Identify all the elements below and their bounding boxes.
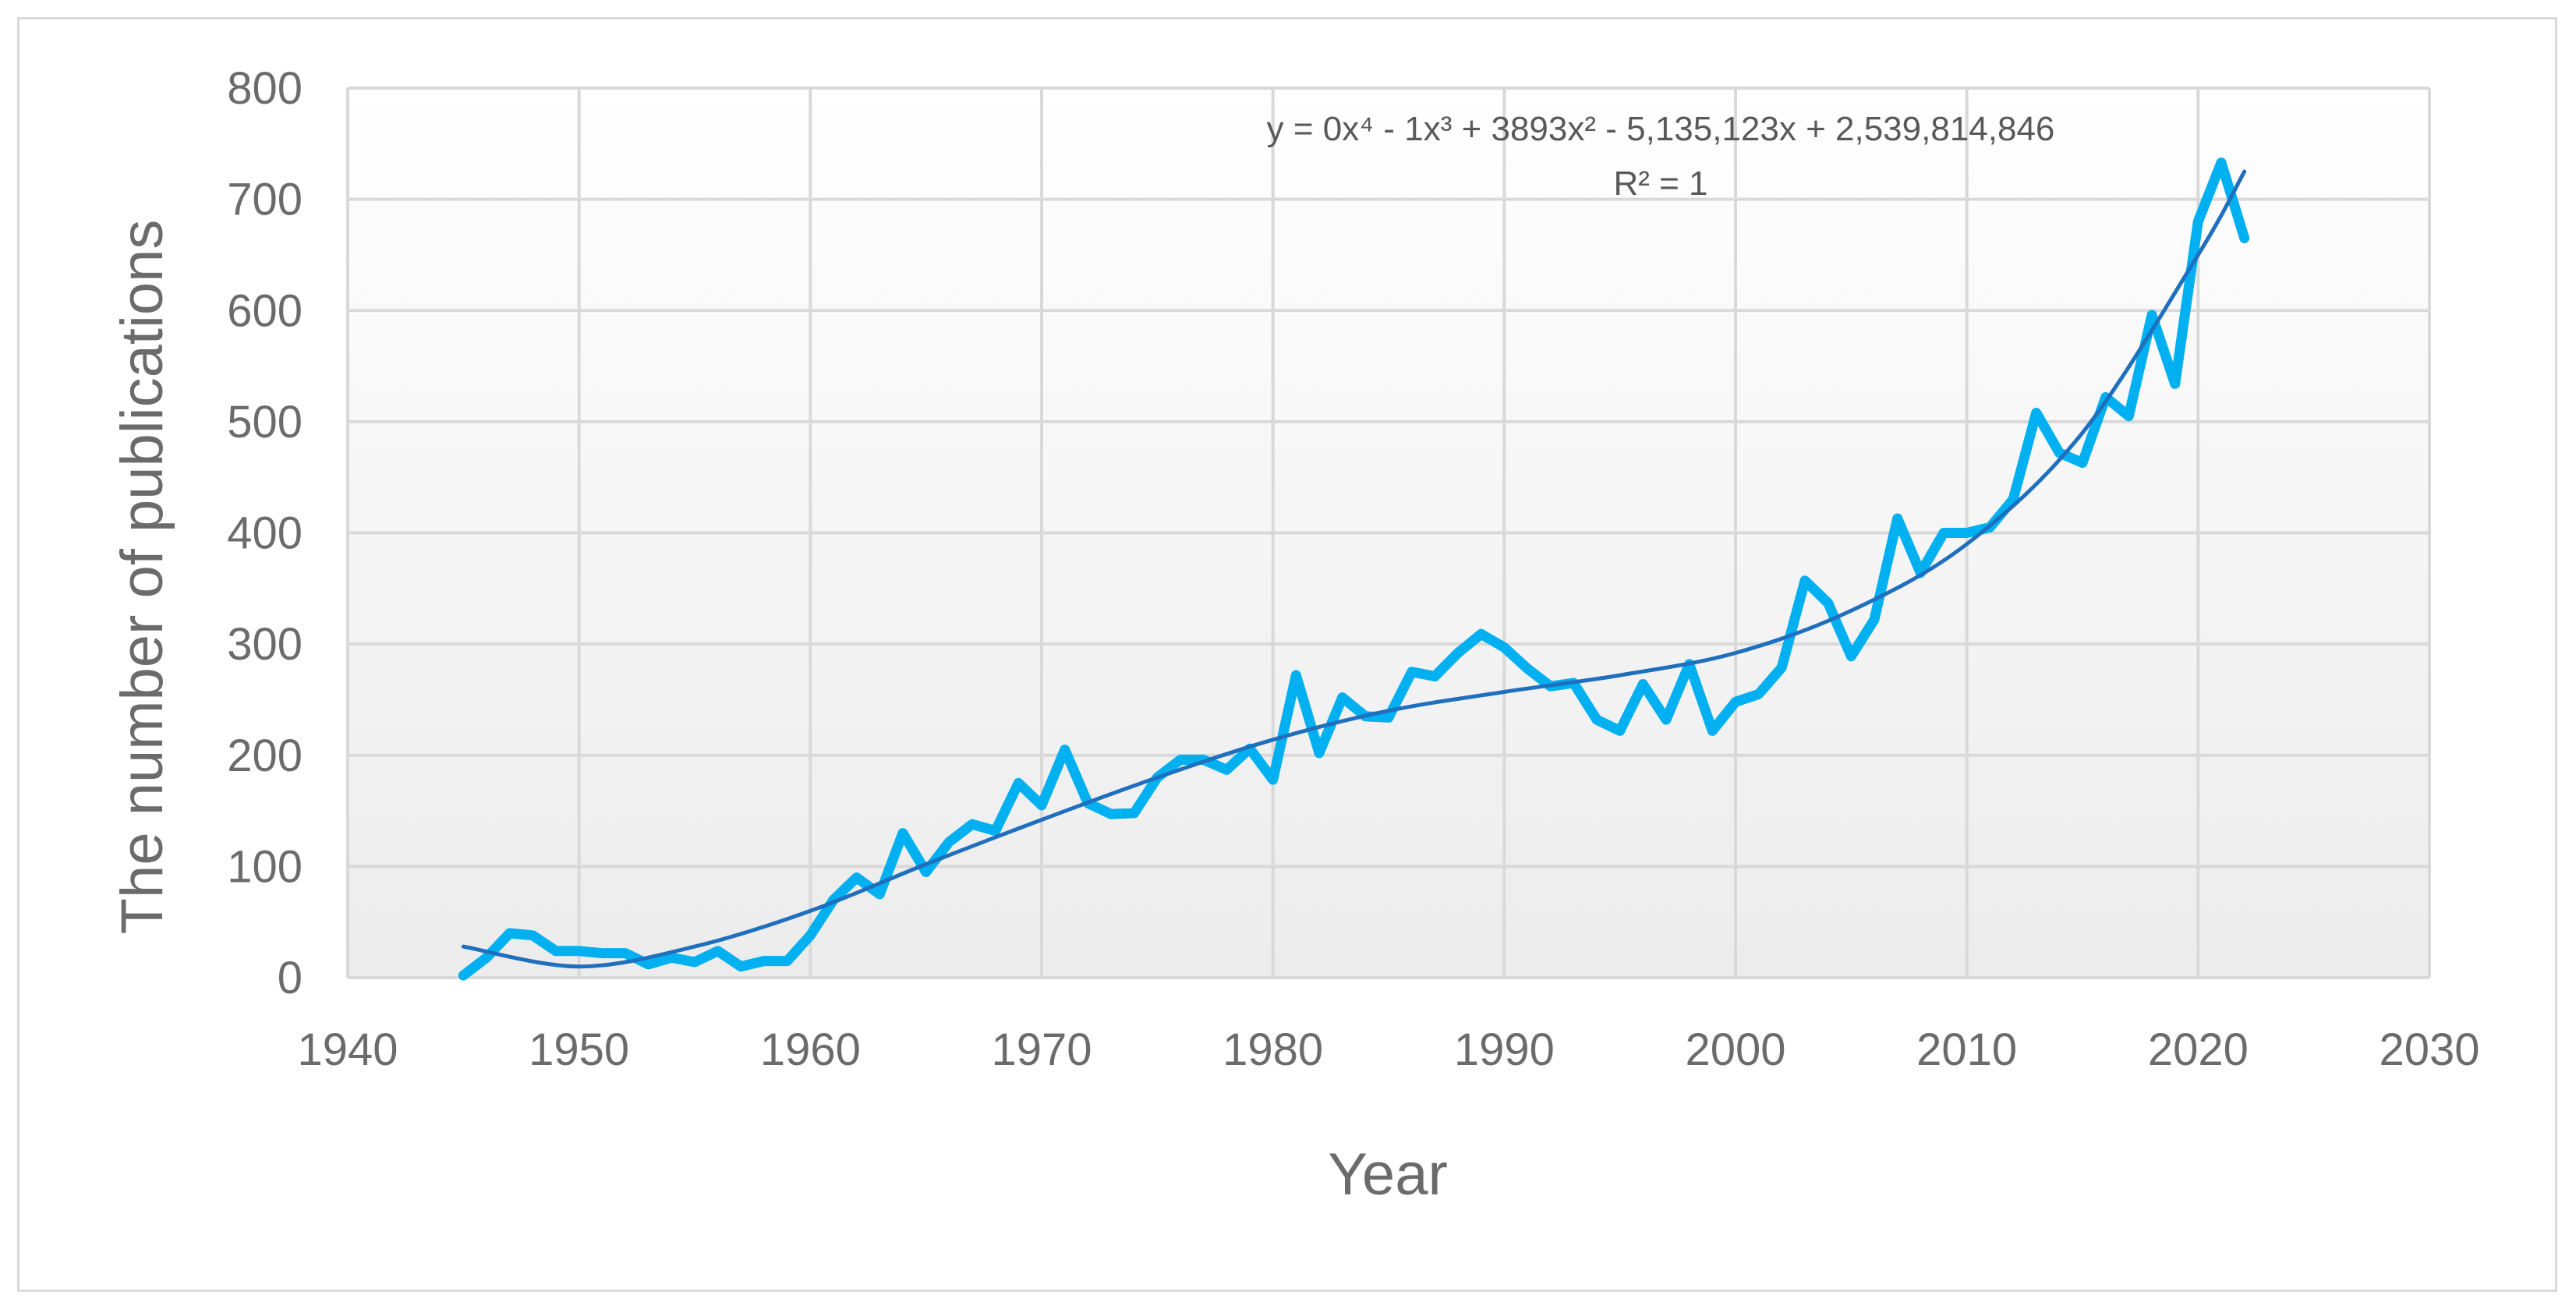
y-tick-label: 200 xyxy=(227,731,303,781)
x-tick-label: 1950 xyxy=(529,1024,629,1075)
polynomial-trendline xyxy=(461,169,2247,969)
x-tick-label: 2000 xyxy=(1685,1024,1785,1075)
y-tick-label: 500 xyxy=(227,397,303,448)
y-tick-label: 0 xyxy=(278,953,303,1003)
y-axis-title: The number of publications xyxy=(109,220,175,935)
x-tick-label: 2030 xyxy=(2379,1024,2479,1075)
x-tick-label: 2010 xyxy=(1916,1024,2017,1075)
x-tick-label: 1970 xyxy=(991,1024,1092,1075)
y-tick-labels: 0 100 200 300 400 500 600 700 800 xyxy=(227,63,303,1003)
y-tick-label: 700 xyxy=(227,175,303,225)
y-tick-label: 300 xyxy=(227,619,303,670)
trendline-equation: y = 0x⁴ - 1x³ + 3893x² - 5,135,123x + 2,… xyxy=(1267,110,2055,148)
x-tick-labels: 1940 1950 1960 1970 1980 1990 2000 2010 2020 2030 xyxy=(297,1024,2479,1075)
y-gridlines xyxy=(348,87,2429,979)
y-tick-label: 400 xyxy=(227,508,303,559)
x-tick-label: 1960 xyxy=(760,1024,861,1075)
x-tick-label: 1940 xyxy=(297,1024,398,1075)
y-tick-label: 100 xyxy=(227,841,303,892)
x-tick-label: 1980 xyxy=(1223,1024,1323,1075)
x-tick-label: 1990 xyxy=(1454,1024,1555,1075)
y-tick-label: 800 xyxy=(227,63,303,114)
series-line-publications xyxy=(458,157,2250,981)
x-axis-title: Year xyxy=(1328,1141,1448,1208)
y-tick-label: 600 xyxy=(227,285,303,336)
trendline-r-squared: R² = 1 xyxy=(1613,165,1707,203)
x-tick-label: 2020 xyxy=(2148,1024,2249,1075)
